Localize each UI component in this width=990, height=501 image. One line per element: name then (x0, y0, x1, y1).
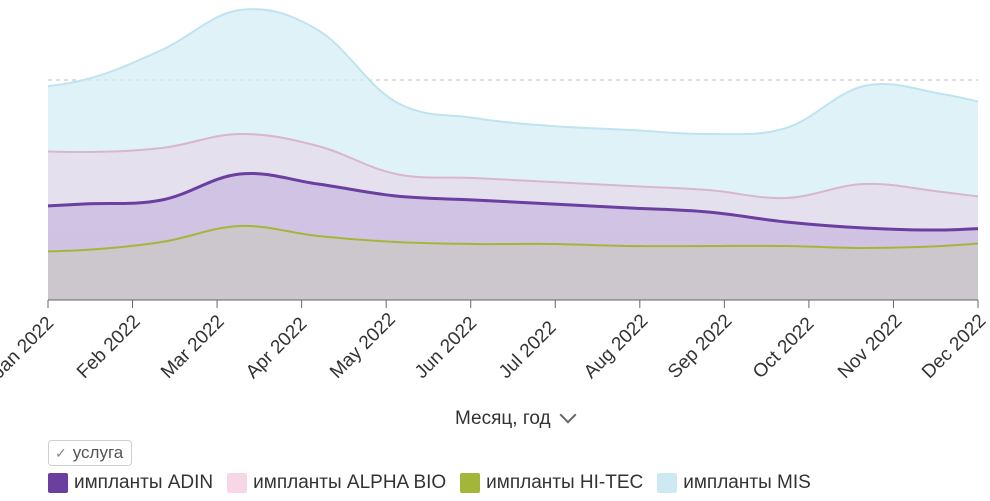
chevron-down-icon (559, 407, 576, 424)
filter-chip-label: услуга (73, 443, 124, 463)
legend-item-alpha[interactable]: импланты ALPHA BIO (227, 472, 446, 494)
filter-chip-service[interactable]: ✓ услуга (48, 440, 132, 466)
legend-label: импланты ALPHA BIO (253, 472, 446, 494)
legend-label: импланты MIS (683, 472, 811, 494)
legend-label: импланты ADIN (74, 472, 213, 494)
legend-swatch (460, 473, 480, 493)
legend-item-hitec[interactable]: импланты HI-TEC (460, 472, 643, 494)
chart-container: Jan 2022Feb 2022Mar 2022Apr 2022May 2022… (0, 0, 990, 501)
x-axis-title[interactable]: Месяц, год (455, 408, 574, 430)
legend-swatch (227, 473, 247, 493)
legend: импланты ADIN импланты ALPHA BIO импланты … (48, 472, 978, 494)
legend-swatch (657, 473, 677, 493)
legend-item-mis[interactable]: импланты MIS (657, 472, 811, 494)
legend-label: импланты HI-TEC (486, 472, 643, 494)
check-icon: ✓ (55, 445, 67, 462)
x-axis-title-text: Месяц, год (455, 408, 551, 429)
legend-swatch (48, 473, 68, 493)
legend-item-adin[interactable]: импланты ADIN (48, 472, 213, 494)
